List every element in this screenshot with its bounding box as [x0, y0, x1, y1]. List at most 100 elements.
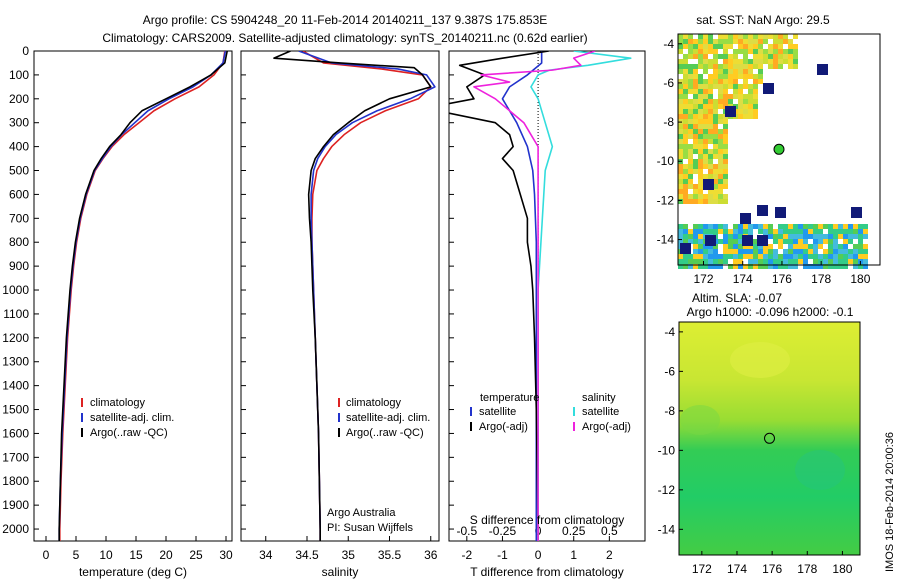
sst-cell	[858, 254, 863, 259]
sst-cell	[768, 249, 773, 254]
sst-cell	[783, 224, 788, 229]
sst-cell	[788, 244, 793, 249]
sst-cell	[718, 174, 723, 179]
sst-cell	[688, 74, 693, 79]
sst-cell	[803, 254, 808, 259]
lon-tick-label: 176	[762, 562, 782, 576]
sst-cell	[738, 234, 743, 239]
sst-cell	[778, 59, 783, 64]
sst-cell	[688, 89, 693, 94]
sst-cell	[818, 264, 823, 269]
sst-cell	[778, 44, 783, 49]
sst-cell	[678, 94, 683, 99]
sst-cell	[773, 64, 778, 69]
sst-cell	[743, 114, 748, 119]
sst-cell	[728, 99, 733, 104]
sst-cell	[703, 124, 708, 129]
sst-cell	[708, 99, 713, 104]
argo-position-marker	[773, 143, 785, 155]
sst-cell	[778, 224, 783, 229]
sst-cell	[733, 264, 738, 269]
sst-cell	[698, 34, 703, 39]
sst-cell	[698, 229, 703, 234]
sst-cell	[813, 244, 818, 249]
sst-cell	[693, 224, 698, 229]
sst-cell	[723, 234, 728, 239]
altimetry-map-lon-labels: 172 174 176 178 180	[692, 551, 853, 576]
sst-cell	[703, 119, 708, 124]
sst-cell	[708, 194, 713, 199]
sst-cell	[708, 149, 713, 154]
sst-cell	[738, 104, 743, 109]
sst-cell	[843, 239, 848, 244]
sst-cell	[858, 264, 863, 269]
lat-tick-label: -14	[658, 522, 676, 536]
sst-cell	[748, 244, 753, 249]
x-tick-label: 36	[424, 548, 438, 562]
sst-cell	[733, 244, 738, 249]
sst-cell	[698, 149, 703, 154]
sst-cell	[678, 99, 683, 104]
sst-cell	[713, 79, 718, 84]
sst-cell	[713, 134, 718, 139]
sst-cell	[763, 49, 768, 54]
sst-cell	[748, 224, 753, 229]
sst-cell	[753, 44, 758, 49]
depth-tick-label: 1800	[2, 474, 29, 488]
sst-cell	[693, 69, 698, 74]
sst-cell	[763, 264, 768, 269]
sst-cell	[728, 244, 733, 249]
annotation-pi: PI: Susan Wijffels	[327, 522, 413, 534]
sst-cell	[743, 94, 748, 99]
sst-cell	[738, 34, 743, 39]
sst-cell	[688, 259, 693, 264]
sst-cell	[793, 239, 798, 244]
sst-map-frame	[677, 33, 881, 266]
sst-cell	[728, 59, 733, 64]
sst-cell	[798, 229, 803, 234]
sst-cell	[793, 44, 798, 49]
sst-cell	[728, 229, 733, 234]
sst-cell	[748, 104, 753, 109]
sst-cell	[753, 89, 758, 94]
sst-cell	[743, 49, 748, 54]
sst-cell	[713, 74, 718, 79]
sst-land-block	[817, 64, 828, 75]
lat-tick-label: -10	[657, 154, 675, 168]
sst-cell	[763, 259, 768, 264]
sst-cell	[753, 74, 758, 79]
sst-cell	[693, 64, 698, 69]
sst-cell	[733, 234, 738, 239]
lon-tick-label: 172	[693, 272, 713, 286]
sst-cell	[833, 239, 838, 244]
sst-cell	[708, 79, 713, 84]
sst-cell	[683, 64, 688, 69]
sst-cell	[703, 59, 708, 64]
sst-land-block	[703, 179, 714, 190]
series-t-satellite	[501, 51, 543, 541]
sst-cell	[718, 154, 723, 159]
sst-cell	[698, 264, 703, 269]
sst-cell	[853, 259, 858, 264]
sst-cell	[698, 64, 703, 69]
sst-cell	[773, 59, 778, 64]
sst-cell	[783, 239, 788, 244]
sst-cell	[793, 229, 798, 234]
depth-tick-label: 0	[22, 44, 29, 58]
sst-cell	[688, 99, 693, 104]
imos-timestamp: IMOS 18-Feb-2014 20:00:36	[884, 432, 896, 572]
sst-cell	[833, 224, 838, 229]
sst-cell	[778, 264, 783, 269]
sst-cell	[703, 199, 708, 204]
sst-cell	[693, 44, 698, 49]
altimetry-low-patch	[795, 450, 845, 490]
altimetry-map-subtitle: Argo h1000: -0.096 h2000: -0.1	[687, 305, 854, 319]
sst-cell	[713, 154, 718, 159]
sst-cell	[733, 259, 738, 264]
sst-cell	[803, 234, 808, 239]
sst-cell	[723, 199, 728, 204]
sst-cell	[683, 194, 688, 199]
sst-cell	[683, 174, 688, 179]
sst-cell	[698, 259, 703, 264]
sst-cell	[718, 34, 723, 39]
